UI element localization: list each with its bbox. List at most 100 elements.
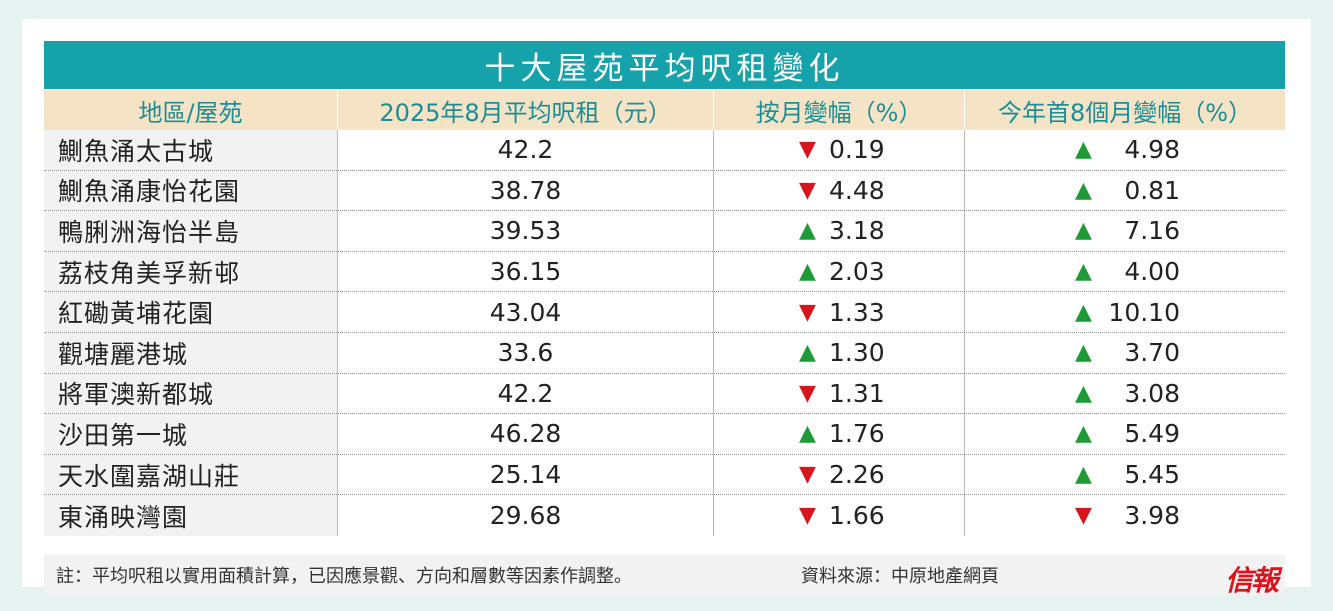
estate-name: 天水圍嘉湖山莊 [44, 454, 337, 495]
triangle-up-icon: ▲ [1075, 462, 1092, 488]
ytd-change-value: 7.16 [1124, 216, 1180, 246]
header-rent: 2025年8月平均呎租（元） [337, 90, 713, 130]
mom-change-cell: ▼ 1.33 [713, 292, 964, 332]
mom-change-value: 1.30 [829, 338, 885, 368]
ytd-change-value: 3.98 [1124, 501, 1180, 531]
header-mom-change: 按月變幅（%） [713, 90, 964, 130]
estate-name: 鴨脷洲海怡半島 [44, 211, 337, 251]
table-row: 將軍澳新都城 42.2 ▼ 1.31 ▲ 3.08 [44, 373, 1285, 415]
ytd-change-cell: ▲ 4.98 [964, 130, 1285, 170]
ytd-change-cell: ▲ 3.08 [964, 373, 1285, 414]
rent-value: 39.53 [337, 211, 713, 251]
triangle-up-icon: ▲ [799, 218, 816, 244]
table-row: 觀塘麗港城 33.6 ▲ 1.30 ▲ 3.70 [44, 332, 1285, 374]
table-card: 十大屋苑平均呎租變化 地區/屋苑 2025年8月平均呎租（元） 按月變幅（%） … [22, 19, 1311, 597]
triangle-up-icon: ▲ [1075, 340, 1092, 366]
mom-change-cell: ▲ 1.30 [713, 332, 964, 373]
mom-change-value: 1.33 [829, 297, 885, 327]
ytd-change-value: 3.70 [1124, 338, 1180, 368]
estate-name: 觀塘麗港城 [44, 332, 337, 373]
estate-name: 鰂魚涌康怡花園 [44, 170, 337, 211]
table-row: 天水圍嘉湖山莊 25.14 ▼ 2.26 ▲ 5.45 [44, 454, 1285, 496]
rent-value: 25.14 [337, 454, 713, 495]
footnote: 註：平均呎租以實用面積計算，已因應景觀、方向和層數等因素作調整。 [56, 566, 632, 587]
ytd-change-value: 5.49 [1124, 419, 1180, 449]
mom-change-cell: ▼ 1.66 [713, 495, 964, 536]
header-ytd-change: 今年首8個月變幅（%） [964, 90, 1285, 130]
table-row: 沙田第一城 46.28 ▲ 1.76 ▲ 5.49 [44, 414, 1285, 455]
ytd-change-cell: ▼ 3.98 [964, 495, 1285, 536]
triangle-down-icon: ▼ [799, 177, 816, 203]
estate-name: 沙田第一城 [44, 414, 337, 454]
triangle-up-icon: ▲ [799, 340, 816, 366]
rent-value: 46.28 [337, 414, 713, 454]
ytd-change-cell: ▲ 7.16 [964, 211, 1285, 251]
mom-change-cell: ▼ 4.48 [713, 170, 964, 211]
estate-name: 荔枝角美孚新邨 [44, 251, 337, 292]
triangle-up-icon: ▲ [1075, 137, 1092, 163]
ytd-change-value: 3.08 [1124, 378, 1180, 408]
mom-change-cell: ▲ 3.18 [713, 211, 964, 251]
ytd-change-cell: ▲ 5.45 [964, 454, 1285, 495]
table-body: 鰂魚涌太古城 42.2 ▼ 0.19 ▲ 4.98 鰂魚涌康怡花園 38.78 ▼ 4.48 ▲ 0.… [44, 130, 1285, 536]
ytd-change-value: 10.10 [1108, 297, 1180, 327]
rent-value: 36.15 [337, 251, 713, 292]
table-row: 鰂魚涌康怡花園 38.78 ▼ 4.48 ▲ 0.81 [44, 170, 1285, 212]
column-header-row: 地區/屋苑 2025年8月平均呎租（元） 按月變幅（%） 今年首8個月變幅（%） [44, 90, 1285, 130]
table-title: 十大屋苑平均呎租變化 [44, 41, 1285, 89]
ytd-change-cell: ▲ 10.10 [964, 292, 1285, 332]
estate-name: 鰂魚涌太古城 [44, 130, 337, 170]
mom-change-value: 3.18 [829, 216, 885, 246]
ytd-change-cell: ▲ 5.49 [964, 414, 1285, 454]
mom-change-cell: ▲ 2.03 [713, 251, 964, 292]
header-estate: 地區/屋苑 [138, 98, 243, 127]
triangle-up-icon: ▲ [799, 421, 816, 447]
mom-change-value: 1.66 [829, 501, 885, 531]
mom-change-value: 1.76 [829, 419, 885, 449]
triangle-up-icon: ▲ [1075, 380, 1092, 406]
mom-change-cell: ▲ 1.76 [713, 414, 964, 454]
mom-change-value: 4.48 [829, 175, 885, 205]
rent-value: 42.2 [337, 130, 713, 170]
table-row: 荔枝角美孚新邨 36.15 ▲ 2.03 ▲ 4.00 [44, 251, 1285, 293]
mom-change-cell: ▼ 2.26 [713, 454, 964, 495]
ytd-change-cell: ▲ 0.81 [964, 170, 1285, 211]
mom-change-cell: ▼ 0.19 [713, 130, 964, 170]
triangle-up-icon: ▲ [1075, 218, 1092, 244]
triangle-down-icon: ▼ [799, 462, 816, 488]
table-row: 紅磡黃埔花園 43.04 ▼ 1.33 ▲ 10.10 [44, 292, 1285, 333]
mom-change-cell: ▼ 1.31 [713, 373, 964, 414]
mom-change-value: 2.26 [829, 460, 885, 490]
triangle-up-icon: ▲ [1075, 421, 1092, 447]
ytd-change-value: 4.98 [1124, 135, 1180, 165]
footer: 註：平均呎租以實用面積計算，已因應景觀、方向和層數等因素作調整。 資料來源：中原… [44, 555, 1285, 597]
mom-change-value: 2.03 [829, 257, 885, 287]
source-note: 資料來源：中原地產網頁 [801, 566, 999, 587]
ytd-change-cell: ▲ 4.00 [964, 251, 1285, 292]
ytd-change-value: 0.81 [1124, 175, 1180, 205]
estate-name: 將軍澳新都城 [44, 373, 337, 414]
triangle-down-icon: ▼ [799, 503, 816, 529]
ytd-change-value: 4.00 [1124, 257, 1180, 287]
rent-value: 42.2 [337, 373, 713, 414]
publisher-logo: 信報 [1224, 564, 1279, 597]
triangle-down-icon: ▼ [1075, 503, 1092, 529]
estate-name: 東涌映灣園 [44, 495, 337, 536]
ytd-change-cell: ▲ 3.70 [964, 332, 1285, 373]
table-row: 鴨脷洲海怡半島 39.53 ▲ 3.18 ▲ 7.16 [44, 211, 1285, 252]
rent-value: 33.6 [337, 332, 713, 373]
rent-value: 38.78 [337, 170, 713, 211]
mom-change-value: 0.19 [829, 135, 885, 165]
triangle-up-icon: ▲ [799, 259, 816, 285]
ytd-change-value: 5.45 [1124, 460, 1180, 490]
triangle-down-icon: ▼ [799, 380, 816, 406]
triangle-down-icon: ▼ [799, 299, 816, 325]
rent-value: 29.68 [337, 495, 713, 536]
triangle-up-icon: ▲ [1075, 259, 1092, 285]
estate-name: 紅磡黃埔花園 [44, 292, 337, 332]
table-row: 鰂魚涌太古城 42.2 ▼ 0.19 ▲ 4.98 [44, 130, 1285, 171]
mom-change-value: 1.31 [829, 378, 885, 408]
triangle-down-icon: ▼ [799, 137, 816, 163]
table-row: 東涌映灣園 29.68 ▼ 1.66 ▼ 3.98 [44, 495, 1285, 536]
triangle-up-icon: ▲ [1075, 299, 1092, 325]
